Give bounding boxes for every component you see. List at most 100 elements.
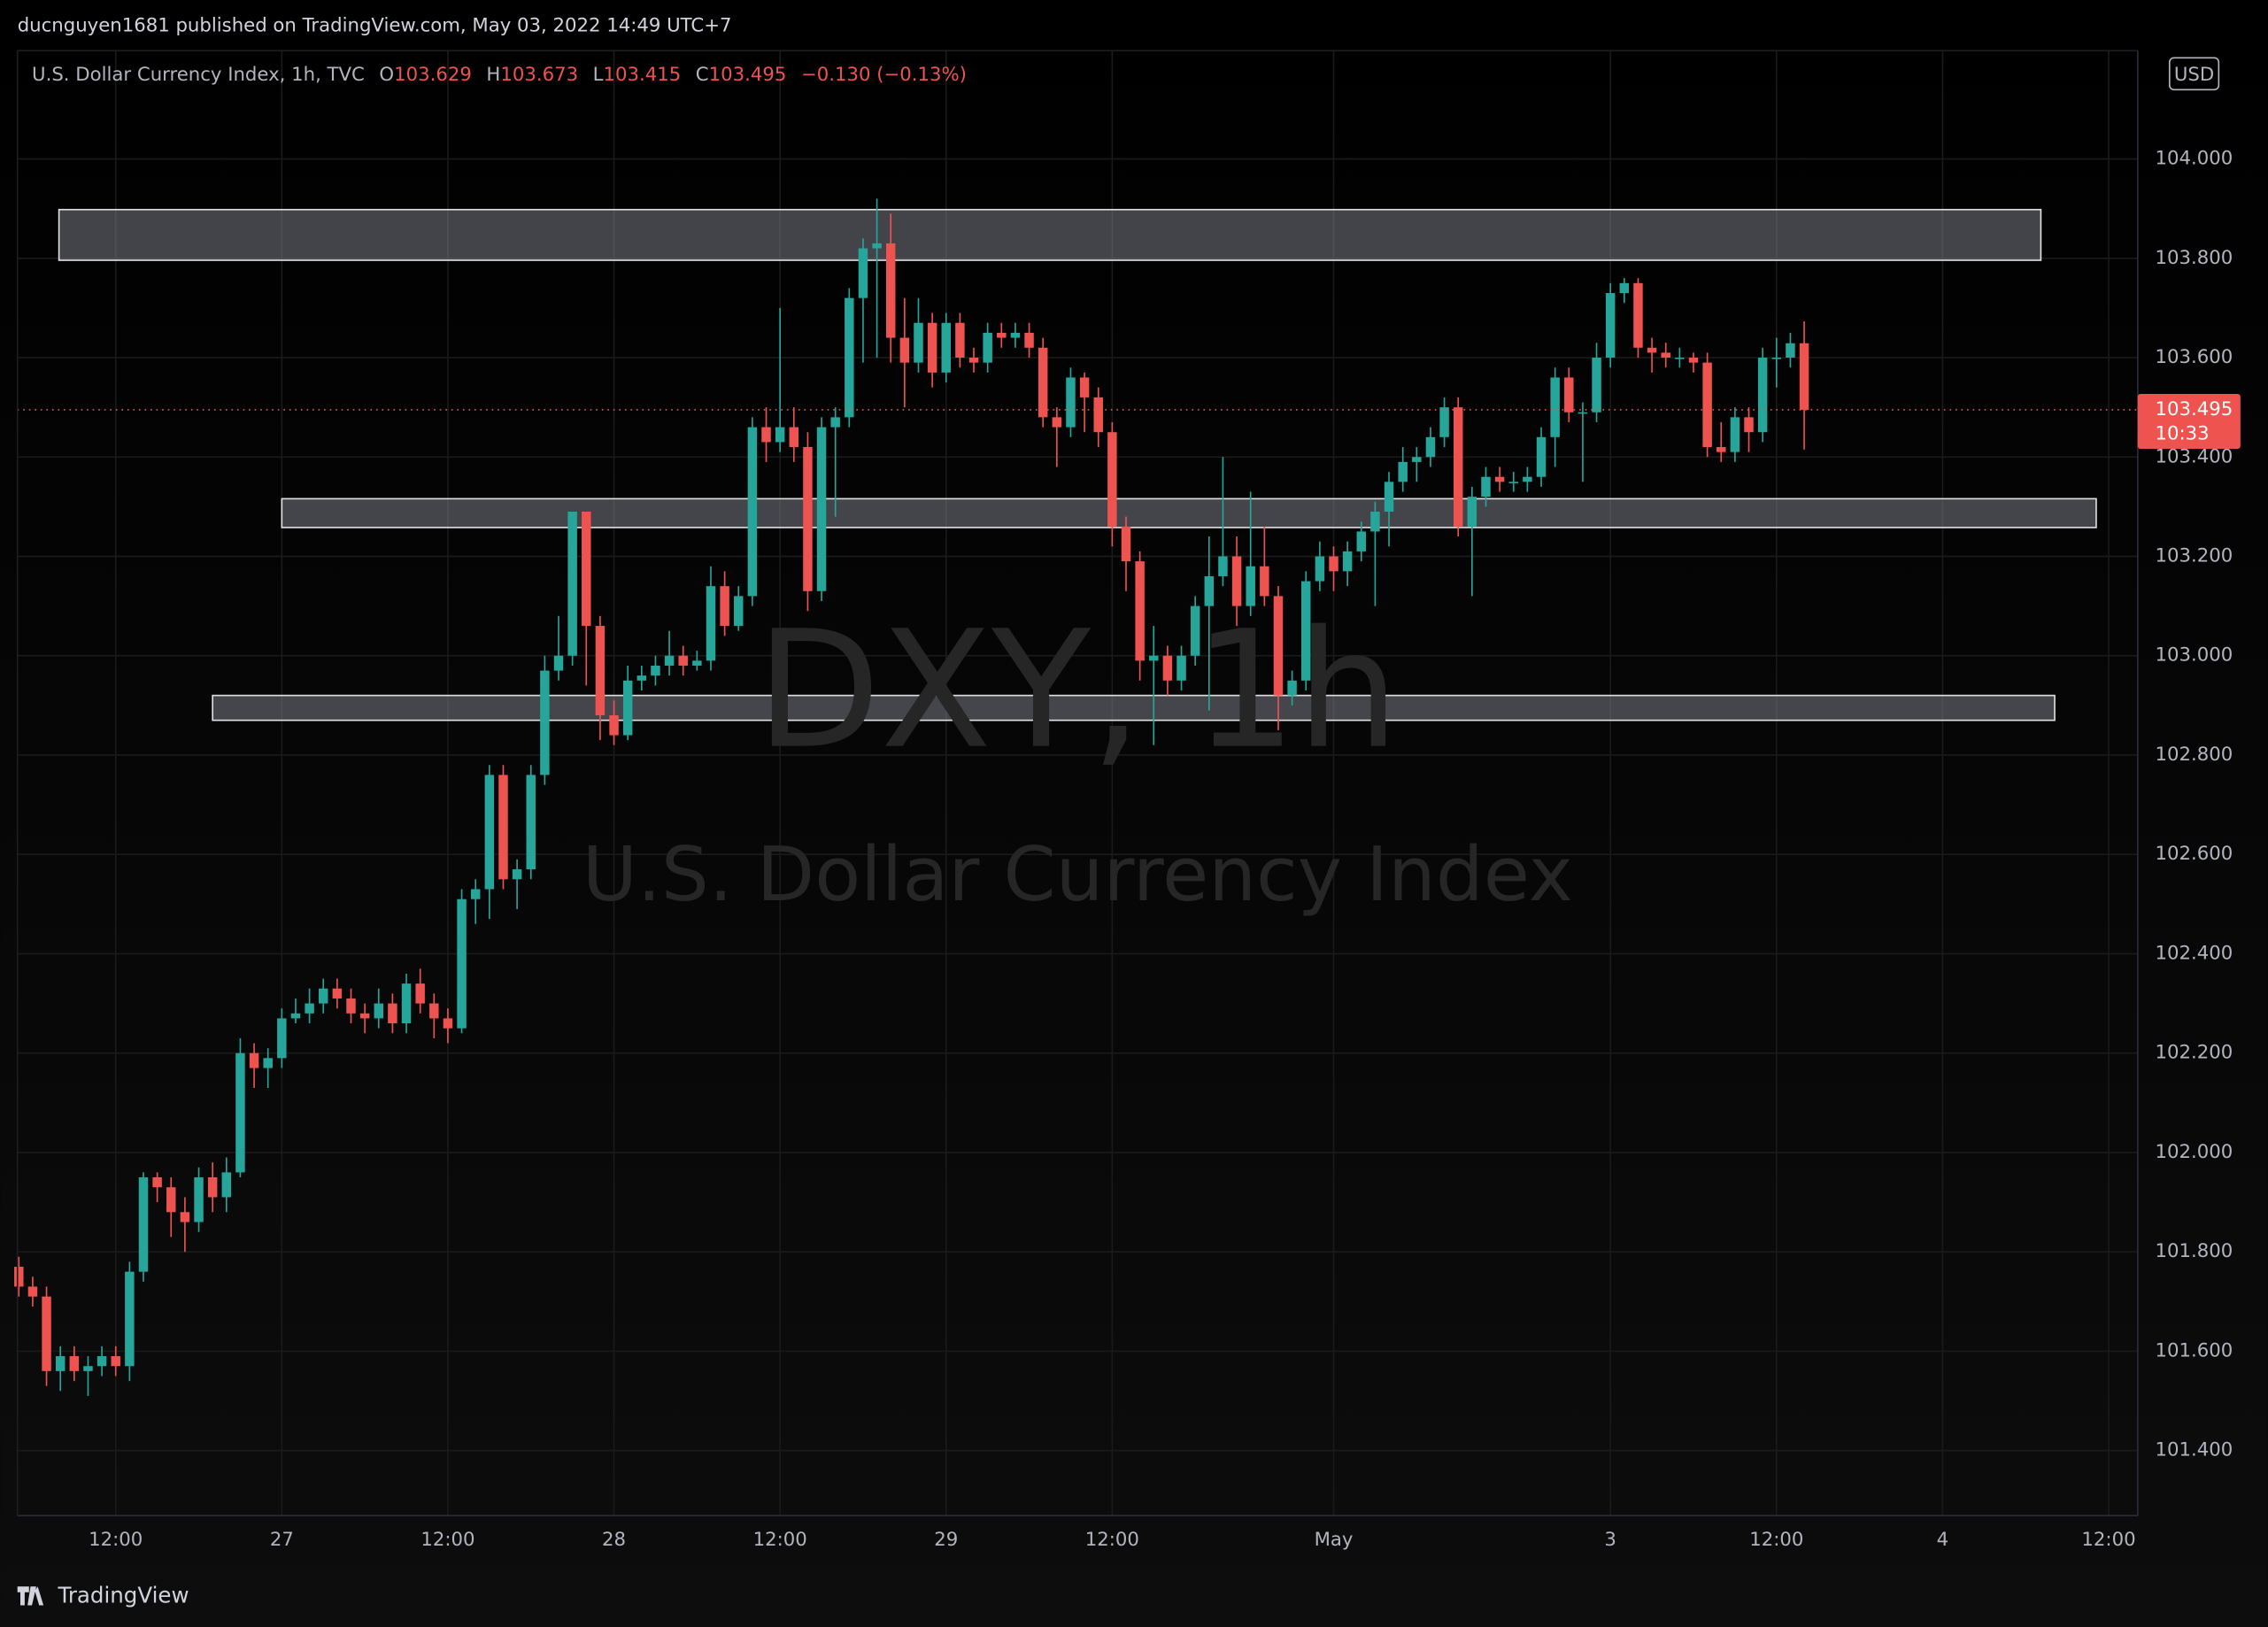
- candle-body: [1786, 343, 1795, 359]
- candle-body: [1494, 476, 1505, 482]
- logo-icon: [17, 1586, 44, 1606]
- candle-body: [249, 1053, 259, 1068]
- candle-body: [678, 655, 688, 666]
- candle-body: [1467, 497, 1477, 527]
- candle-body: [277, 1018, 287, 1059]
- y-tick-label: 101.400: [2155, 1439, 2233, 1461]
- x-tick-label: 12:00: [2081, 1529, 2135, 1551]
- candle-body: [872, 243, 882, 249]
- candle-body: [816, 427, 827, 591]
- candle-body: [706, 586, 716, 661]
- candle-body: [899, 337, 910, 363]
- candle-body: [1301, 581, 1311, 681]
- currency-box[interactable]: [2168, 57, 2220, 91]
- candle-body: [651, 665, 660, 676]
- candle-body: [1121, 526, 1131, 562]
- y-tick-label: 101.800: [2155, 1240, 2233, 1262]
- candle-body: [290, 1013, 301, 1019]
- candle-body: [1481, 476, 1491, 497]
- candle-body: [540, 670, 550, 775]
- candle-body: [1038, 347, 1048, 418]
- candle-body: [498, 775, 508, 880]
- x-tick-label: 29: [934, 1529, 958, 1551]
- candle-body: [1218, 556, 1228, 576]
- candle-body: [263, 1058, 273, 1068]
- y-tick-label: 102.200: [2155, 1042, 2233, 1064]
- candle-body: [1342, 551, 1353, 572]
- candle-body: [1453, 407, 1463, 527]
- candle-body: [1647, 347, 1657, 353]
- x-tick-label: 12:00: [1749, 1529, 1803, 1551]
- candle-body: [1799, 343, 1809, 410]
- candle-body: [582, 511, 591, 627]
- candle-body: [636, 675, 647, 681]
- candle-body: [415, 983, 425, 1004]
- price-tag: [2137, 393, 2241, 450]
- candle-body: [1356, 531, 1367, 551]
- axes: 101.400 101.600 101.800 102.000 102.200 102.4…: [89, 148, 2241, 1551]
- candle-body: [55, 1356, 66, 1371]
- candle-body: [1550, 377, 1560, 437]
- candle-body: [512, 869, 522, 880]
- x-tick-label: 12:00: [1085, 1529, 1139, 1551]
- legend-line: U.S. Dollar Currency Index, 1h, TVC O 103…: [32, 64, 967, 86]
- candle-body: [111, 1356, 120, 1367]
- candle-body: [1176, 655, 1186, 681]
- candle-body: [734, 596, 744, 627]
- candle-body: [27, 1286, 38, 1297]
- y-tick-label: 103.600: [2155, 346, 2233, 368]
- candle-body: [1702, 362, 1712, 448]
- candle-body: [1052, 417, 1062, 428]
- y-tick-label: 102.600: [2155, 843, 2233, 865]
- candle-body: [1190, 605, 1200, 656]
- candle-body: [1688, 358, 1699, 363]
- candle-body: [1633, 282, 1643, 348]
- y-tick-label: 103.800: [2155, 247, 2233, 269]
- candle-body: [1273, 596, 1284, 696]
- candle-body: [138, 1177, 149, 1272]
- candle-body: [1204, 575, 1215, 606]
- ohlc-value: 103.673: [500, 64, 578, 86]
- candle-body: [319, 988, 328, 1004]
- ohlc-key: O: [379, 64, 394, 86]
- candle-body: [305, 1003, 314, 1014]
- candle-body: [388, 1003, 397, 1024]
- candle-body: [927, 322, 937, 373]
- watermark-name: U.S. Dollar Currency Index: [582, 831, 1573, 919]
- candle-body: [1066, 377, 1076, 428]
- zone: [281, 497, 2097, 528]
- candle-body: [1675, 358, 1685, 359]
- candles: [14, 198, 2138, 1396]
- candle-body: [457, 898, 467, 1029]
- candle-body: [194, 1177, 204, 1222]
- candle-body: [803, 447, 813, 591]
- x-tick-label: 12:00: [753, 1529, 807, 1551]
- candle-body: [1329, 556, 1338, 572]
- candle-body: [1010, 332, 1021, 338]
- candle-body: [1536, 436, 1547, 477]
- candle-body: [609, 715, 619, 736]
- candle-body: [622, 680, 633, 736]
- candle-body: [96, 1356, 107, 1367]
- candle-body: [595, 626, 606, 716]
- candle-body: [1744, 417, 1754, 433]
- candle-body: [14, 1267, 24, 1287]
- candle-body: [747, 427, 758, 597]
- logo: TradingView: [17, 1583, 189, 1608]
- candle-body: [997, 332, 1007, 338]
- candle-body: [83, 1366, 93, 1371]
- candle-body: [1398, 461, 1408, 482]
- candle-body: [1757, 358, 1768, 433]
- candle-body: [720, 586, 729, 627]
- candle-body: [775, 427, 785, 443]
- logo-text: TradingView: [57, 1583, 189, 1608]
- ohlc-key: L: [593, 64, 604, 86]
- symbol: U.S. Dollar Currency Index, 1h, TVC: [32, 64, 365, 86]
- candle-body: [1107, 432, 1117, 527]
- candle-body: [235, 1053, 245, 1173]
- x-tick-label: 27: [270, 1529, 294, 1551]
- candle-body: [1564, 377, 1574, 413]
- candle-body: [1370, 511, 1380, 532]
